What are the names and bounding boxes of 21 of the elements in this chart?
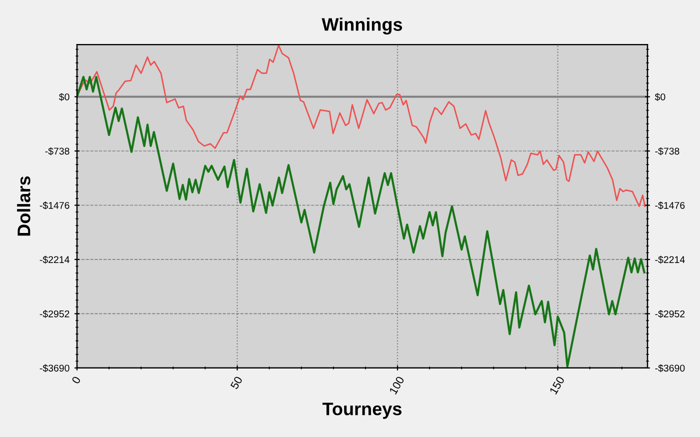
x-axis-title: Tourneys (322, 402, 402, 419)
x-tick-label: 100 (389, 376, 405, 395)
y2-tick-label: -$738 (655, 147, 680, 156)
y-tick-label: -$1476 (40, 202, 70, 210)
x-tick-label: 150 (549, 376, 565, 395)
y2-tick-label: -$2952 (655, 310, 685, 318)
y-tick-label: -$3690 (40, 364, 70, 372)
line-series (77, 76, 646, 368)
y-tick-label: -$2952 (40, 310, 70, 318)
y-tick-label: -$2214 (40, 256, 70, 264)
y-tick-label: -$738 (45, 147, 70, 156)
y-tick-label: $0 (59, 93, 70, 101)
y2-tick-label: -$2214 (655, 256, 685, 264)
y2-tick-label: -$1476 (655, 202, 685, 210)
x-tick-label: 50 (230, 376, 243, 390)
y2-tick-label: $0 (654, 93, 666, 101)
x-tick-label: 0 (71, 376, 81, 384)
y-axis-title: Dollars (17, 176, 30, 236)
line-series (77, 44, 646, 207)
chart-title: Winnings (322, 18, 402, 35)
y2-tick-label: -$3690 (655, 364, 685, 372)
